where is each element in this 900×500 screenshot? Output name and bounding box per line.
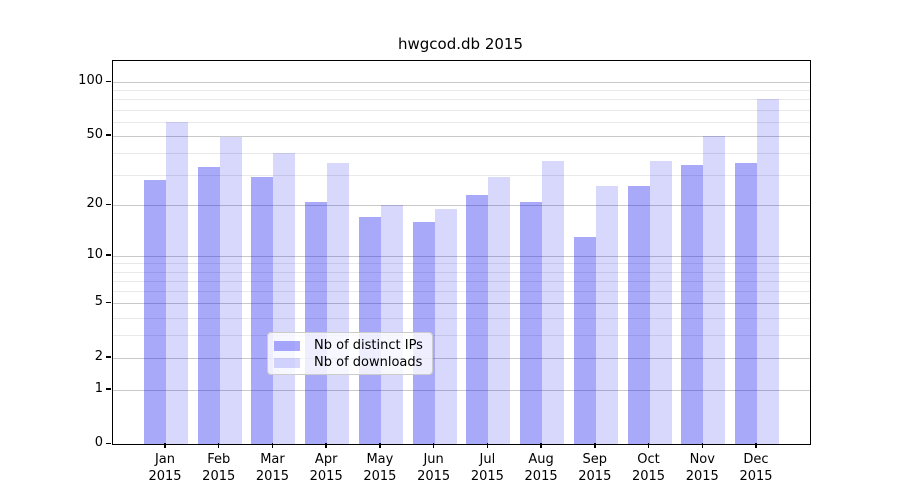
bar-distinct-ips xyxy=(627,185,650,444)
plot-area xyxy=(112,60,811,445)
x-tick-label: Apr 2015 xyxy=(309,452,343,484)
bar-downloads xyxy=(488,177,511,444)
bar-distinct-ips xyxy=(734,162,757,444)
x-tick-label: Nov 2015 xyxy=(685,452,719,484)
y-gridline-minor xyxy=(113,152,810,154)
bar-downloads xyxy=(595,185,618,444)
x-tick-label: Dec 2015 xyxy=(739,452,773,484)
x-tick-label: Sep 2015 xyxy=(578,452,612,484)
bar-downloads xyxy=(166,121,188,444)
bar-downloads xyxy=(380,205,403,444)
bar-downloads xyxy=(219,137,242,444)
bar-downloads xyxy=(434,209,457,444)
legend: Nb of distinct IPs Nb of downloads xyxy=(267,332,433,375)
y-gridline-minor xyxy=(113,271,810,273)
bar-distinct-ips xyxy=(197,167,220,444)
y-tick-mark xyxy=(106,80,111,83)
x-tick-label: Oct 2015 xyxy=(631,452,666,484)
x-tick-label: Aug 2015 xyxy=(524,452,558,484)
y-tick-mark xyxy=(106,301,111,304)
y-tick-label: 5 xyxy=(94,294,103,310)
x-tick-mark xyxy=(540,443,542,448)
y-tick-label: 10 xyxy=(86,246,103,262)
bar-downloads xyxy=(273,152,296,444)
bar-downloads xyxy=(542,160,565,444)
x-tick-mark xyxy=(217,443,220,448)
bar-distinct-ips xyxy=(520,201,543,444)
x-tick-mark xyxy=(432,443,435,448)
y-tick-mark xyxy=(106,442,111,444)
y-tick-mark xyxy=(106,356,111,358)
y-gridline-minor xyxy=(113,90,810,92)
bar-distinct-ips xyxy=(573,237,596,444)
chart-title: hwgcod.db 2015 xyxy=(398,35,523,53)
x-tick-label: Jan 2015 xyxy=(148,452,182,484)
x-tick-label: Jun 2015 xyxy=(417,452,451,484)
bar-distinct-ips xyxy=(251,177,274,444)
legend-label-distinct-ips: Nb of distinct IPs xyxy=(314,338,423,353)
legend-item-distinct-ips: Nb of distinct IPs xyxy=(274,338,424,353)
y-gridline-minor xyxy=(113,121,810,123)
bar-distinct-ips xyxy=(681,165,704,444)
y-gridline-minor xyxy=(113,317,810,319)
y-gridline-major xyxy=(113,303,810,305)
legend-label-downloads: Nb of downloads xyxy=(314,355,423,370)
bar-downloads xyxy=(756,99,779,444)
x-tick-label: Mar 2015 xyxy=(255,452,289,484)
y-gridline-major xyxy=(113,205,810,207)
y-gridline-major xyxy=(113,82,810,84)
y-tick-label: 100 xyxy=(78,73,103,89)
x-tick-mark xyxy=(325,443,327,448)
legend-swatch-downloads xyxy=(274,357,300,368)
y-gridline-major xyxy=(113,255,810,257)
y-gridline-minor xyxy=(113,99,810,101)
x-tick-mark xyxy=(594,443,596,448)
y-gridline-minor xyxy=(113,335,810,337)
x-tick-mark xyxy=(486,443,489,448)
x-tick-mark xyxy=(379,443,381,448)
bar-distinct-ips xyxy=(144,179,166,444)
x-tick-label: Feb 2015 xyxy=(202,452,236,484)
x-tick-mark xyxy=(271,443,274,448)
x-tick-mark xyxy=(647,443,650,448)
y-tick-mark xyxy=(106,388,111,390)
y-tick-label: 2 xyxy=(94,348,103,364)
y-tick-label: 50 xyxy=(86,126,103,142)
y-gridline-minor xyxy=(113,174,810,176)
x-tick-mark xyxy=(164,443,166,448)
x-tick-label: May 2015 xyxy=(363,452,397,484)
bar-distinct-ips xyxy=(466,194,489,444)
x-tick-mark xyxy=(701,443,704,448)
y-tick-mark xyxy=(106,203,111,206)
x-tick-label: Jul 2015 xyxy=(470,452,504,484)
y-tick-label: 0 xyxy=(94,435,103,450)
bar-distinct-ips xyxy=(358,217,381,444)
legend-item-downloads: Nb of downloads xyxy=(274,355,424,370)
y-gridline-major xyxy=(113,389,810,391)
legend-swatch-distinct-ips xyxy=(274,340,300,351)
y-gridline-minor xyxy=(113,263,810,265)
y-gridline-minor xyxy=(113,291,810,293)
y-gridline-minor xyxy=(113,109,810,111)
y-gridline-major xyxy=(113,135,810,137)
y-tick-mark xyxy=(106,134,111,136)
bar-downloads xyxy=(703,135,726,444)
y-gridline-minor xyxy=(113,280,810,282)
y-gridline-major xyxy=(113,357,810,359)
y-tick-mark xyxy=(106,254,111,256)
bar-distinct-ips xyxy=(305,201,328,444)
y-tick-label: 1 xyxy=(94,380,103,396)
bar-downloads xyxy=(327,162,350,444)
y-tick-label: 20 xyxy=(86,196,103,212)
bar-downloads xyxy=(649,160,672,444)
x-tick-mark xyxy=(755,443,757,448)
